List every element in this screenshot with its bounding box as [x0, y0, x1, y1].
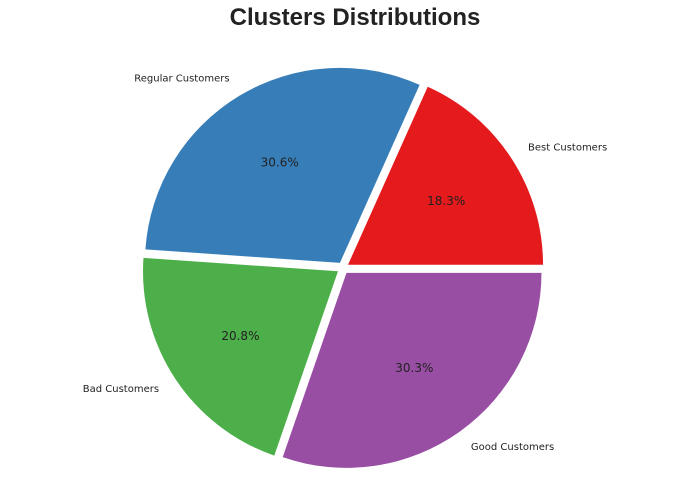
pct-label-best-customers: 18.3% [427, 194, 465, 208]
pct-label-good-customers: 30.3% [395, 361, 433, 375]
pie-slice-regular-customers [145, 67, 420, 263]
pct-label-regular-customers: 30.6% [261, 156, 299, 170]
chart-title: Clusters Distributions [230, 4, 481, 31]
pie-slice-best-customers [348, 86, 544, 265]
pie-slice-bad-customers [142, 257, 338, 456]
slice-label-regular-customers: Regular Customers [134, 73, 229, 84]
slice-label-good-customers: Good Customers [471, 442, 554, 453]
pie-slices [142, 67, 544, 468]
pct-label-bad-customers: 20.8% [221, 329, 259, 343]
slice-label-best-customers: Best Customers [528, 143, 607, 154]
slice-label-bad-customers: Bad Customers [83, 384, 159, 395]
pie-slice-good-customers [282, 272, 542, 468]
pie-labels: 18.3% Best Customers 30.6% Regular Customer… [83, 73, 607, 453]
